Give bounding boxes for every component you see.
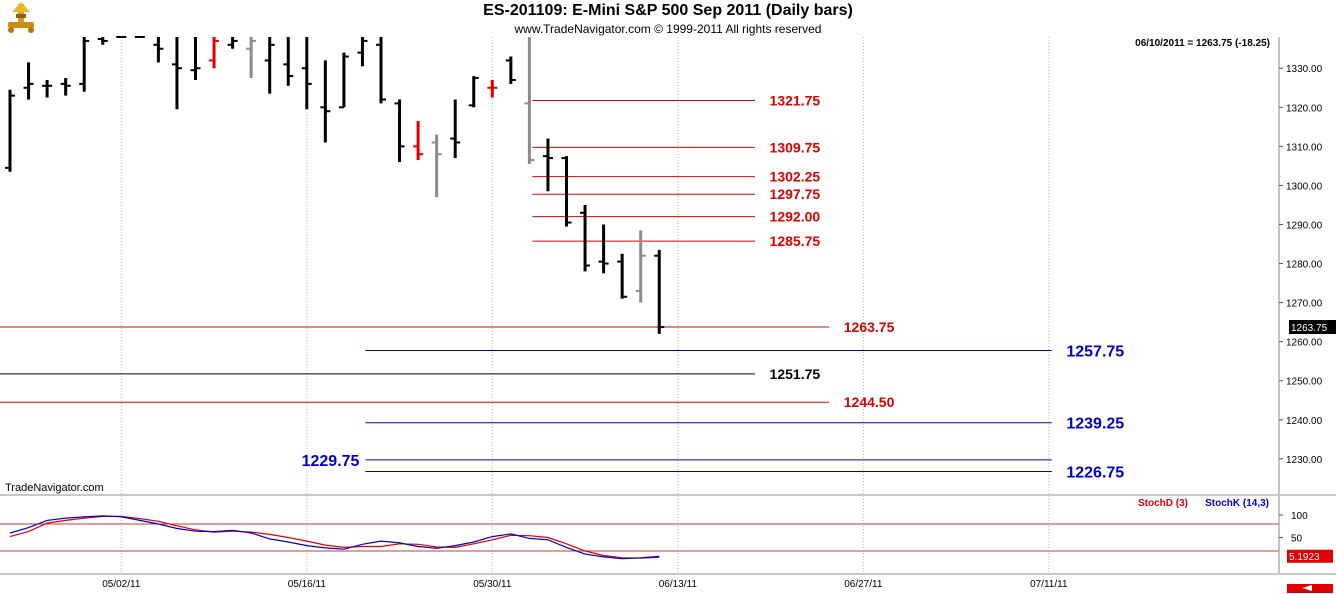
price-level-label: 1309.75: [770, 139, 821, 155]
ohlc-bar: [580, 204, 591, 272]
ohlc-bar: [5, 89, 15, 172]
ohlc-bar: [598, 224, 609, 274]
ohlc-bar: [227, 37, 238, 49]
price-level-label: 1244.50: [844, 394, 895, 410]
grid-lines: [120, 37, 1050, 573]
price-tick-label: 1310.00: [1286, 142, 1323, 153]
ohlc-bars: [5, 36, 665, 334]
ohlc-bar: [450, 99, 461, 159]
price-tick-label: 1260.00: [1286, 338, 1323, 349]
chart-header: ES-201109: E-Mini S&P 500 Sep 2011 (Dail…: [0, 0, 1336, 37]
ohlc-bar: [394, 99, 405, 162]
price-tick-label: 1290.00: [1286, 220, 1323, 231]
stochd-line: [9, 515, 660, 559]
ohlc-bar: [413, 120, 424, 161]
price-level-label: 1292.00: [770, 209, 821, 225]
date-tick-label: 07/11/11: [1030, 579, 1068, 590]
watermark: TradeNavigator.com: [5, 482, 104, 494]
stoch-value-text: 5.1923: [1289, 552, 1320, 563]
price-level-label: 1229.75: [302, 453, 360, 470]
ohlc-bar: [283, 37, 294, 86]
copyright-subtitle: www.TradeNavigator.com © 1999-2011 All r…: [514, 22, 822, 36]
stoch-value-tag: [1287, 549, 1333, 563]
scroll-arrow-glyph: [1302, 585, 1312, 591]
ohlc-bar: [79, 37, 90, 92]
ohlc-bar: [97, 37, 108, 45]
ohlc-bar: [654, 249, 665, 334]
ohlc-bar: [468, 76, 479, 108]
stoch-tick-label: 50: [1291, 534, 1303, 545]
stochk-line: [9, 515, 660, 560]
ohlc-bar: [209, 37, 220, 69]
ohlc-bar: [561, 156, 572, 227]
ohlc-bar: [431, 134, 442, 198]
ohlc-bar: [357, 37, 368, 67]
ohlc-bar: [190, 37, 201, 80]
price-tick-label: 1330.00: [1286, 64, 1323, 75]
date-tick-label: 06/27/11: [844, 579, 883, 590]
price-tick-label: 1320.00: [1286, 103, 1323, 114]
price-tick-label: 1230.00: [1286, 455, 1323, 466]
ohlc-bar: [320, 60, 331, 143]
date-tick-label: 05/30/11: [473, 579, 512, 590]
ohlc-bar: [42, 79, 53, 98]
price-level-label: 1251.75: [770, 366, 821, 382]
ohlc-bar: [617, 253, 628, 299]
price-level-label: 1302.25: [770, 169, 821, 185]
trade-navigator-logo-icon: [4, 2, 38, 34]
current-price-tag: [1289, 320, 1336, 335]
price-tick-label: 1300.00: [1286, 181, 1323, 192]
date-tick-label: 05/02/11: [102, 579, 141, 590]
ohlc-bar: [23, 62, 34, 100]
chart-title: ES-201109: E-Mini S&P 500 Sep 2011 (Dail…: [483, 2, 853, 19]
axes: 1330.00 1320.00 1310.00 1300.00 1290.00 1280.…: [0, 37, 1336, 593]
current-price-text: 1263.75: [1291, 323, 1328, 334]
date-tick-label: 05/16/11: [288, 579, 327, 590]
ohlc-bar: [524, 37, 535, 164]
date-tick-label: 06/13/11: [659, 579, 698, 590]
ohlc-bar: [542, 138, 553, 192]
stochk-legend: StochK (14,3): [1205, 498, 1269, 509]
ohlc-bar: [635, 230, 646, 303]
ohlc-bar: [338, 52, 349, 109]
price-level-label: 1297.75: [770, 186, 821, 202]
price-level-label: 1226.75: [1066, 465, 1124, 482]
ohlc-bar: [301, 37, 312, 110]
price-level-label: 1263.75: [844, 319, 895, 335]
price-level-label: 1257.75: [1066, 343, 1124, 360]
stochastic-panel: [0, 515, 1279, 560]
price-level-label: 1239.25: [1066, 416, 1124, 433]
ohlc-bar: [171, 37, 182, 110]
ohlc-bar: [264, 37, 275, 94]
price-level-label: 1321.75: [770, 92, 821, 108]
stochd-legend: StochD (3): [1138, 498, 1188, 509]
ohlc-bar: [60, 78, 71, 96]
ohlc-bar: [376, 37, 386, 104]
ohlc-bar: [487, 79, 498, 98]
price-tick-label: 1280.00: [1286, 260, 1323, 271]
ohlc-bar: [505, 56, 516, 84]
price-readout: 06/10/2011 = 1263.75 (-18.25): [1135, 38, 1270, 49]
price-tick-label: 1240.00: [1286, 416, 1323, 427]
price-tick-label: 1250.00: [1286, 377, 1323, 388]
price-level-label: 1285.75: [770, 233, 821, 249]
stoch-tick-label: 100: [1291, 511, 1308, 522]
ohlc-bar: [153, 37, 164, 63]
ohlc-bar: [246, 37, 257, 79]
price-tick-label: 1270.00: [1286, 299, 1323, 310]
